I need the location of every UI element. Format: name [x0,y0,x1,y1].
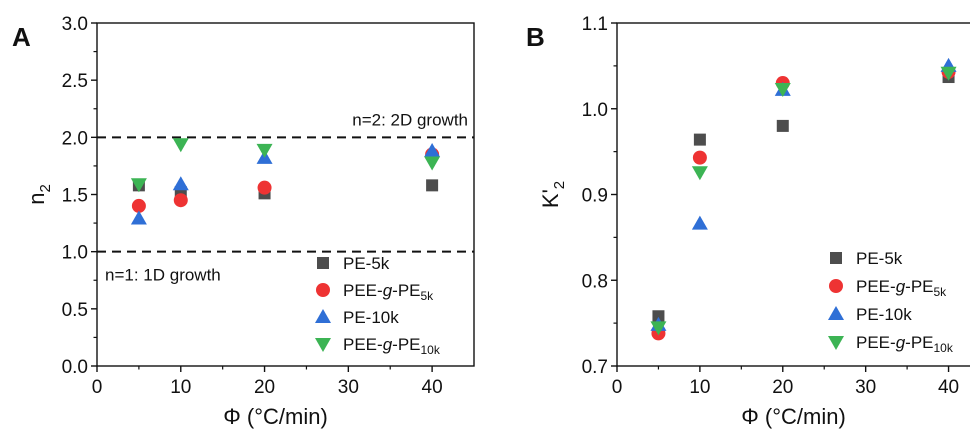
reference-line-label: n=2: 2D growth [352,110,468,129]
legend-marker [828,306,844,320]
data-point [940,66,957,81]
y-tick-label: 1.1 [582,14,608,35]
x-tick-label: 30 [855,377,876,398]
data-point [173,193,188,208]
y-tick-label: 0.8 [582,271,608,292]
y-tick-label: 0.9 [582,186,608,207]
data-point [130,178,147,193]
data-point [131,198,146,213]
data-point [256,143,273,158]
reference-line-label: n=1: 1D growth [105,266,221,285]
y-axis-title: K'2 [538,181,568,208]
x-tick-label: 30 [338,377,359,398]
y-tick-label: 0.0 [62,357,88,378]
data-point [774,83,791,98]
plot-frame [616,22,970,367]
data-point [691,215,708,230]
legend-label: PE-5k [343,254,390,273]
y-tick-label: 1.0 [62,243,88,264]
legend-marker [830,252,842,264]
x-tick-label: 0 [612,377,623,398]
y-tick-label: 1.5 [62,186,88,207]
legend: PE-5k PEE-g-PE5k PE-10k PEE-g-PE10k [315,254,441,357]
data-point [691,166,708,181]
legend-label: PE-10k [856,305,912,324]
x-tick-label: 0 [92,377,103,398]
data-point [424,143,441,158]
data-point [692,150,707,165]
y-tick-label: 0.7 [582,357,608,378]
legend-label: PE-10k [343,308,399,327]
x-tick-label: 20 [772,377,793,398]
x-axis-title: Φ (°C/min) [223,404,328,429]
legend-label: PEE-g-PE5k [343,281,434,303]
legend-marker [829,279,843,293]
x-tick-label: 10 [170,377,191,398]
legend-label: PEE-g-PE5k [856,277,947,299]
data-point [424,156,441,171]
data-point [650,321,667,336]
data-point [693,133,706,146]
legend-marker [316,283,330,297]
legend-marker [315,338,331,352]
x-tick-label: 20 [254,377,275,398]
panel-B: B 0 10 20 30 40 0.7 0.8 0.9 1.0 1.1 Φ (°C/min) K'2 PE… [526,14,970,429]
y-tick-label: 3.0 [62,14,88,35]
panel-A: A 0 10 20 30 40 0.0 0.5 1.0 1.5 2.0 2.5 3.0 Φ (°C/min… [12,14,475,429]
data-point [426,179,439,192]
y-axis-title: n2 [24,184,54,205]
legend-label: PEE-g-PE10k [856,333,954,355]
data-point [652,310,665,323]
x-tick-label: 10 [689,377,710,398]
x-axis-title: Φ (°C/min) [741,404,846,429]
x-tick-label: 40 [938,377,959,398]
panel-letter: B [526,22,545,52]
data-point [776,119,789,132]
data-point [130,210,147,225]
legend-marker [317,257,329,269]
y-tick-label: 2.5 [62,71,88,92]
data-point [172,138,189,153]
data-point [172,176,189,191]
data-point [257,180,272,195]
legend-marker [315,309,331,323]
legend-marker [828,336,844,350]
legend: PE-5k PEE-g-PE5k PE-10k PEE-g-PE10k [828,249,954,355]
x-tick-label: 40 [422,377,443,398]
legend-label: PEE-g-PE10k [343,335,441,357]
legend-label: PE-5k [856,249,903,268]
y-tick-label: 2.0 [62,128,88,149]
y-tick-label: 1.0 [582,100,608,121]
y-tick-label: 0.5 [62,300,88,321]
panel-letter: A [12,22,31,52]
plot-frame [96,22,475,367]
